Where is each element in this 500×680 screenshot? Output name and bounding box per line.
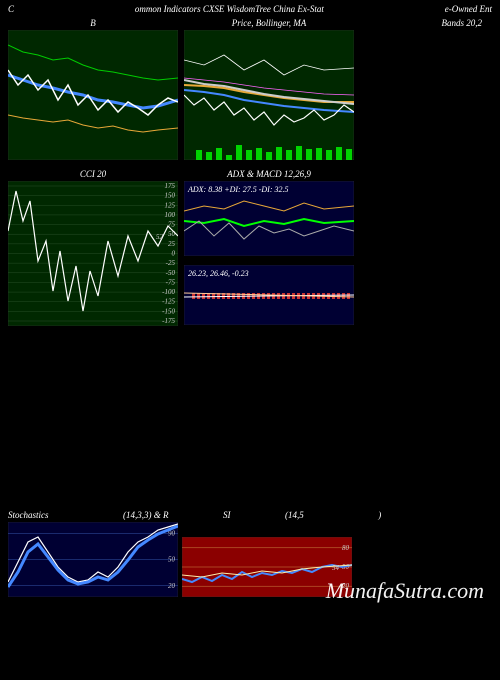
- svg-text:150: 150: [165, 192, 176, 200]
- svg-text:25: 25: [168, 240, 176, 248]
- svg-text:80: 80: [342, 544, 350, 552]
- macd-canvas: 26.23, 26.46, -0.23: [184, 265, 354, 325]
- svg-text:-100: -100: [162, 288, 175, 296]
- price-ma-chart: Price, Bollinger, MA: [184, 18, 354, 165]
- chart-canvas: [184, 30, 354, 160]
- top-grid: B Price, Bollinger, MA Bands 20,2: [0, 18, 500, 165]
- bollinger-b-chart: B: [8, 18, 178, 165]
- chart-title: B: [8, 18, 178, 28]
- t1: (14,3,3) & R: [123, 510, 169, 520]
- svg-text:-25: -25: [166, 259, 176, 267]
- svg-text:26.23, 26.46, -0.23: 26.23, 26.46, -0.23: [188, 269, 249, 278]
- svg-text:125: 125: [165, 201, 176, 209]
- cci-chart: CCI 20 1751501251007550250-25-50-75-100-…: [8, 169, 178, 331]
- svg-text:100: 100: [165, 211, 176, 219]
- header-center: ommon Indicators CXSE WisdomTree China E…: [135, 4, 324, 14]
- svg-text:-125: -125: [162, 298, 175, 306]
- svg-text:-50: -50: [166, 269, 176, 277]
- bands-label: Bands 20,2: [360, 18, 490, 28]
- svg-text:-150: -150: [162, 307, 175, 315]
- t0: Stochastics: [8, 510, 49, 520]
- stoch-title: Stochastics (14,3,3) & R SI (14,5 ): [8, 510, 381, 520]
- t4: ): [378, 510, 381, 520]
- page-header: C ommon Indicators CXSE WisdomTree China…: [0, 0, 500, 18]
- svg-text:50: 50: [168, 230, 176, 238]
- watermark: MunafaSutra.com: [326, 578, 484, 604]
- svg-text:175: 175: [165, 182, 176, 190]
- chart-canvas: 1751501251007550250-25-50-75-100-125-150…: [8, 181, 178, 326]
- t3: (14,5: [285, 510, 304, 520]
- adx-macd-chart: ADX & MACD 12,26,9 ADX: 8.38 +DI: 27.5 -…: [184, 169, 354, 330]
- header-left: C: [8, 4, 14, 14]
- svg-text:ADX: 8.38 +DI: 27.5 -DI: 32.5: ADX: 8.38 +DI: 27.5 -DI: 32.5: [187, 185, 289, 194]
- chart-title: ADX & MACD 12,26,9: [184, 169, 354, 179]
- svg-text:54: 54: [332, 564, 340, 572]
- svg-text:50: 50: [168, 556, 176, 564]
- mid-grid: CCI 20 1751501251007550250-25-50-75-100-…: [0, 169, 500, 331]
- chart-title: CCI 20: [8, 169, 178, 179]
- adx-canvas: ADX: 8.38 +DI: 27.5 -DI: 32.5: [184, 181, 354, 256]
- bands-label-block: Bands 20,2: [360, 18, 490, 30]
- header-right: e-Owned Ent: [445, 4, 492, 14]
- chart-canvas: [8, 30, 178, 160]
- svg-text:52: 52: [156, 233, 164, 241]
- svg-text:0: 0: [172, 250, 176, 258]
- svg-text:-75: -75: [166, 278, 176, 286]
- chart-title: Price, Bollinger, MA: [184, 18, 354, 28]
- svg-text:20: 20: [168, 582, 176, 590]
- svg-text:-175: -175: [162, 317, 175, 325]
- stoch-top-canvas: 905020: [8, 522, 178, 597]
- t2: SI: [223, 510, 231, 520]
